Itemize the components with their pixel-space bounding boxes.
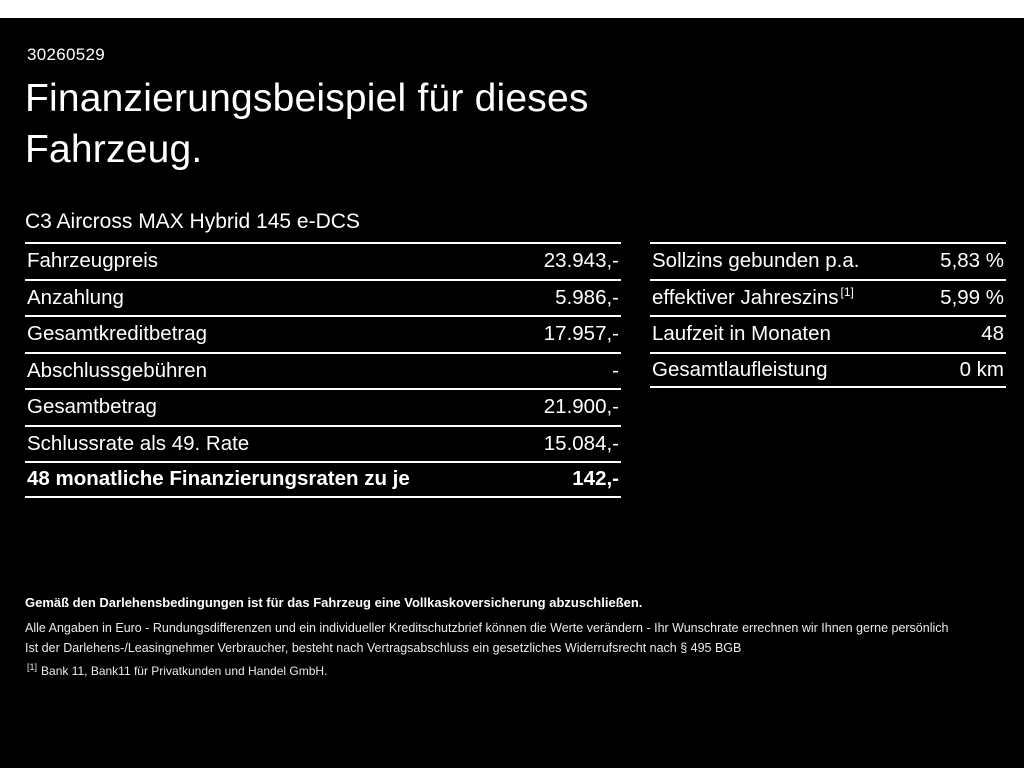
row-value: 5,99 % <box>940 285 1004 309</box>
row-label: 48 monatliche Finanzierungsraten zu je <box>27 467 410 491</box>
row-value: 21.900,- <box>543 395 619 419</box>
row-value: 0 km <box>959 357 1004 381</box>
table-row-monthly-rate: 48 monatliche Finanzierungsraten zu je 1… <box>25 461 621 498</box>
page-title-line-2: Fahrzeug. <box>25 127 203 171</box>
table-row: Schlussrate als 49. Rate 15.084,- <box>25 424 621 462</box>
row-value: 15.084,- <box>543 431 619 455</box>
legal-note-line: Alle Angaben in Euro - Rundungsdifferenz… <box>25 621 949 635</box>
row-label: Schlussrate als 49. Rate <box>27 431 250 455</box>
row-value: 5,83 % <box>940 249 1004 273</box>
conditions-table: Sollzins gebunden p.a. 5,83 % effektiver… <box>650 242 1006 388</box>
row-label: Sollzins gebunden p.a. <box>652 249 860 273</box>
vehicle-name: C3 Aircross MAX Hybrid 145 e-DCS <box>25 210 360 233</box>
bank-footnote: [1] Bank 11, Bank11 für Privatkunden und … <box>27 662 328 679</box>
page-title: Finanzierungsbeispiel für dieses Fahrzeu… <box>25 74 589 175</box>
table-row: Gesamtbetrag 21.900,- <box>25 388 621 425</box>
row-value: 23.943,- <box>543 249 619 273</box>
row-value: 142,- <box>572 467 619 491</box>
table-row: Anzahlung 5.986,- <box>25 278 621 316</box>
table-row: effektiver Jahreszins [1] 5,99 % <box>650 278 1006 316</box>
footnote-marker: [1] <box>27 662 38 672</box>
table-row: Sollzins gebunden p.a. 5,83 % <box>650 242 1006 279</box>
row-label: Gesamtbetrag <box>27 395 157 419</box>
table-row: Fahrzeugpreis 23.943,- <box>25 242 621 279</box>
row-label: Anzahlung <box>27 285 124 309</box>
row-value: 5.986,- <box>555 285 619 309</box>
row-value: 48 <box>981 322 1004 346</box>
finance-table: Fahrzeugpreis 23.943,- Anzahlung 5.986,-… <box>25 242 621 498</box>
row-label: Gesamtkreditbetrag <box>27 322 208 346</box>
legal-footer: Gemäß den Darlehensbedingungen ist für d… <box>25 595 1003 678</box>
row-label: effektiver Jahreszins [1] <box>652 284 854 309</box>
table-row: Laufzeit in Monaten 48 <box>650 315 1006 352</box>
legal-note-line: Ist der Darlehens-/Leasingnehmer Verbrau… <box>25 641 742 655</box>
insurance-note: Gemäß den Darlehensbedingungen ist für d… <box>25 595 643 610</box>
table-row: Gesamtkreditbetrag 17.957,- <box>25 315 621 352</box>
table-row: Gesamtlaufleistung 0 km <box>650 351 1006 388</box>
row-label: Abschlussgebühren <box>27 358 208 382</box>
row-value: 17.957,- <box>543 322 619 346</box>
row-label: Gesamtlaufleistung <box>652 357 828 381</box>
row-label: Fahrzeugpreis <box>27 249 159 273</box>
row-label: Laufzeit in Monaten <box>652 322 831 346</box>
document-id: 30260529 <box>27 45 106 64</box>
footnote-marker: [1] <box>840 284 854 299</box>
row-value: - <box>612 358 619 382</box>
finance-sheet: 30260529 Finanzierungsbeispiel für diese… <box>0 18 1024 768</box>
page-title-line-1: Finanzierungsbeispiel für dieses <box>25 77 589 120</box>
table-row: Abschlussgebühren - <box>25 351 621 389</box>
